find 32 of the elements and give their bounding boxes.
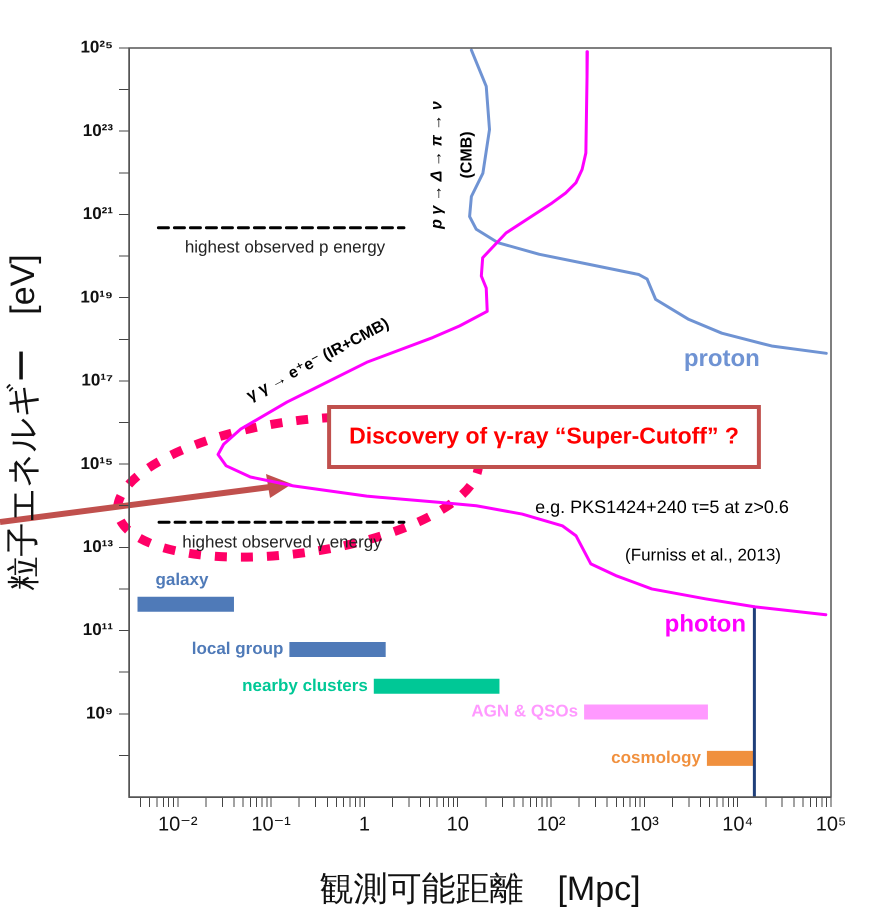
x-tick-label: 10²	[536, 814, 566, 836]
y-axis-title: 粒子エネルギー [eV]	[4, 254, 42, 591]
x-axis-title: 観測可能距離 [Mpc]	[319, 870, 641, 908]
series-label: photon	[664, 610, 746, 638]
y-tick-label: 10¹³	[82, 537, 114, 556]
x-tick-label: 10³	[630, 814, 660, 836]
y-tick-label: 10¹⁷	[81, 370, 113, 390]
annotation: e.g. PKS1424+240 τ=5 at z>0.6	[535, 496, 789, 517]
annotation: (CMB)	[458, 131, 476, 179]
series-label: local group	[192, 639, 284, 658]
annotation: (Furniss et al., 2013)	[625, 546, 781, 565]
x-tick-label: 10⁵	[816, 814, 846, 836]
x-tick-label: 10⁴	[722, 814, 754, 836]
series-label: cosmology	[611, 748, 702, 768]
series-label: AGN & QSOs	[471, 702, 578, 721]
x-tick-label: 10⁻¹	[251, 814, 292, 836]
y-tick-label: 10¹⁵	[80, 454, 113, 473]
series-label: nearby clusters	[242, 676, 368, 695]
y-tick-label: 10¹⁹	[80, 287, 113, 306]
y-tick-label: 10²³	[82, 120, 114, 140]
annotation: Discovery of γ-ray “Super-Cutoff” ?	[349, 422, 739, 448]
annotation: p γ → Δ → π → ν	[428, 101, 446, 230]
x-tick-label: 1	[358, 814, 370, 836]
series-label: proton	[684, 344, 760, 372]
y-tick-label: 10²¹	[82, 204, 114, 224]
annotation: highest observed p energy	[184, 238, 386, 257]
series-label: galaxy	[156, 570, 209, 589]
y-tick-label: 10¹¹	[82, 620, 114, 640]
x-tick-label: 10	[446, 814, 469, 836]
x-tick-label: 10⁻²	[158, 814, 198, 836]
y-tick-label: 10⁹	[86, 703, 113, 722]
y-tick-label: 10²⁵	[80, 38, 113, 57]
